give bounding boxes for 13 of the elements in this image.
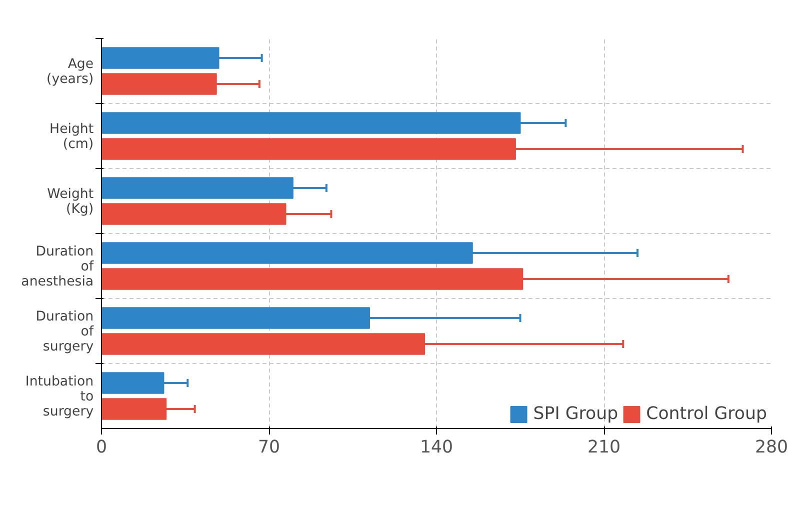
y-tick-label: Weight (Kg) bbox=[47, 186, 94, 217]
legend-label: SPI Group bbox=[533, 404, 618, 424]
y-tick-label: Height (cm) bbox=[50, 122, 94, 152]
x-tick-label: 210 bbox=[587, 438, 621, 458]
x-tick-label: 0 bbox=[96, 438, 108, 458]
y-tick-label: Intubation to surgery bbox=[25, 374, 94, 420]
x-tick-label: 140 bbox=[420, 438, 454, 458]
legend-label: Control Group bbox=[646, 404, 767, 424]
x-tick-label: 280 bbox=[754, 438, 788, 458]
y-tick-label: Duration of surgery bbox=[36, 309, 94, 354]
y-tick-label: Duration of anesthesia bbox=[21, 244, 94, 290]
x-tick-label: 70 bbox=[258, 438, 280, 458]
y-tick-label: Age (years) bbox=[46, 56, 94, 87]
